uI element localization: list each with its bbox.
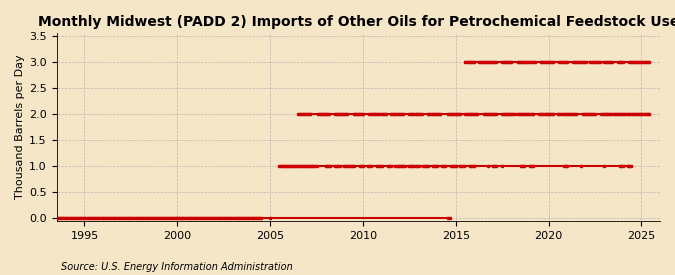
Title: Monthly Midwest (PADD 2) Imports of Other Oils for Petrochemical Feedstock Use: Monthly Midwest (PADD 2) Imports of Othe… <box>38 15 675 29</box>
Text: Source: U.S. Energy Information Administration: Source: U.S. Energy Information Administ… <box>61 262 292 272</box>
Y-axis label: Thousand Barrels per Day: Thousand Barrels per Day <box>15 55 25 199</box>
